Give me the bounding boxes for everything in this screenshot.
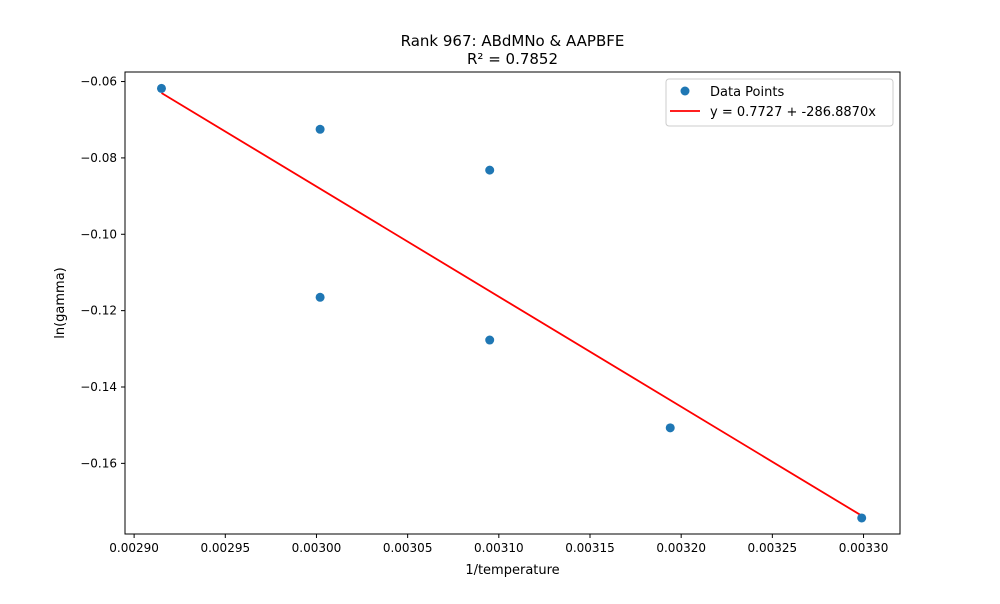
y-tick-label: −0.14 xyxy=(80,380,117,394)
y-tick-label: −0.10 xyxy=(80,227,117,241)
x-tick-label: 0.00325 xyxy=(748,541,798,555)
y-tick-label: −0.16 xyxy=(80,456,117,470)
data-point xyxy=(665,423,675,433)
data-point xyxy=(857,513,867,523)
x-tick-label: 0.00295 xyxy=(200,541,250,555)
y-tick-label: −0.06 xyxy=(80,75,117,89)
x-tick-label: 0.00305 xyxy=(383,541,433,555)
legend-label-data-points: Data Points xyxy=(710,85,784,100)
legend-box xyxy=(665,78,894,127)
axes-frame xyxy=(124,71,901,535)
legend-marker-data-points xyxy=(680,86,690,96)
data-point xyxy=(315,292,325,302)
data-point xyxy=(485,335,495,345)
y-tick-label: −0.08 xyxy=(80,151,117,165)
plot-area: 0.00290 0.00295 0.00300 0.00305 0.00310 0.003… xyxy=(80,71,901,555)
x-tick-label: 0.00315 xyxy=(565,541,615,555)
data-point xyxy=(485,165,495,175)
chart-title: Rank 967: ABdMNo & AAPBFE xyxy=(401,32,625,50)
data-point xyxy=(156,83,166,93)
x-tick-label: 0.00310 xyxy=(474,541,524,555)
legend-label-fit-line: y = 0.7727 + -286.8870x xyxy=(710,105,876,120)
x-tick-label: 0.00290 xyxy=(109,541,159,555)
chart-subtitle: R² = 0.7852 xyxy=(467,50,558,68)
fit-line xyxy=(161,92,863,517)
y-tick-label: −0.12 xyxy=(80,304,117,318)
y-axis-label: ln(gamma) xyxy=(53,267,68,339)
x-tick-label: 0.00320 xyxy=(656,541,706,555)
x-axis-label: 1/temperature xyxy=(465,563,559,578)
legend: Data Points y = 0.7727 + -286.8870x xyxy=(665,78,894,127)
x-tick-label: 0.00300 xyxy=(292,541,342,555)
data-point xyxy=(315,124,325,134)
x-tick-label: 0.00330 xyxy=(839,541,889,555)
